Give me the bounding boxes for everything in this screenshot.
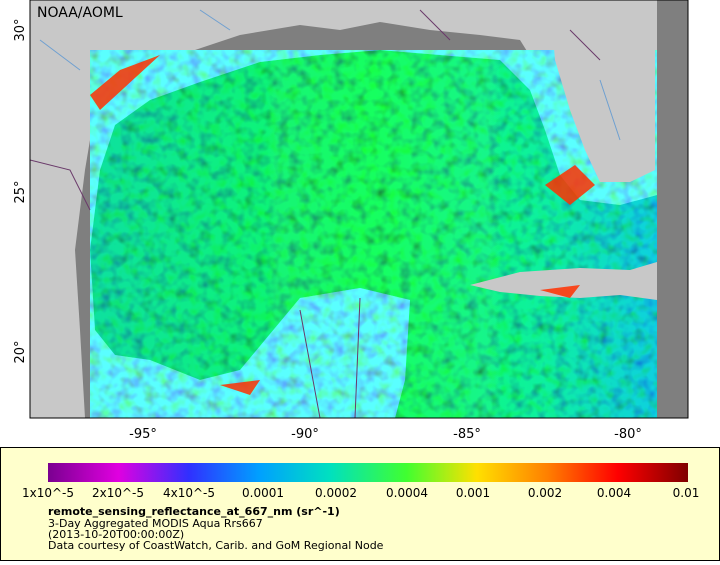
florida — [550, 0, 655, 182]
scale-label: 0.0001 — [242, 486, 284, 500]
credit: Data courtesy of CoastWatch, Carib. and … — [48, 539, 384, 552]
colorbar-labels: 1x10^-5 2x10^-5 4x10^-5 0.0001 0.0002 0.… — [22, 486, 699, 500]
scale-label: 1x10^-5 — [22, 486, 74, 500]
scale-label: 0.004 — [597, 486, 631, 500]
colorbar — [48, 463, 688, 482]
scale-label: 0.01 — [673, 486, 700, 500]
rivers — [39, 9, 621, 141]
lon-label: -80° — [614, 427, 642, 442]
variable-name: remote_sensing_reflectance_at_667_nm (sr… — [48, 505, 340, 518]
time: (2013-10-20T00:00:00Z) — [48, 528, 184, 541]
reflectance-field — [90, 50, 657, 418]
lon-label: -95° — [129, 427, 157, 442]
scale-label: 0.0004 — [386, 486, 428, 500]
lat-label: 20° — [13, 340, 28, 363]
scale-label: 2x10^-5 — [92, 486, 144, 500]
lat-axis: 30° 25° 20° — [13, 18, 28, 363]
description: 3-Day Aggregated MODIS Aqua Rrs667 — [48, 517, 263, 530]
map-area — [30, 0, 688, 418]
scale-label: 0.0002 — [315, 486, 357, 500]
lat-label: 25° — [13, 180, 28, 203]
lon-label: -90° — [291, 427, 319, 442]
no-data-strip — [657, 0, 688, 418]
map-frame — [29, 0, 689, 419]
scale-label: 0.002 — [528, 486, 562, 500]
scale-label: 0.001 — [456, 486, 490, 500]
map-label: NOAA/AOML — [37, 5, 123, 21]
lon-label: -85° — [453, 427, 481, 442]
cuba — [470, 262, 657, 300]
lat-label: 30° — [13, 18, 28, 41]
lon-axis: -95° -90° -85° -80° — [129, 427, 642, 442]
scale-label: 4x10^-5 — [163, 486, 215, 500]
borders — [30, 9, 601, 418]
